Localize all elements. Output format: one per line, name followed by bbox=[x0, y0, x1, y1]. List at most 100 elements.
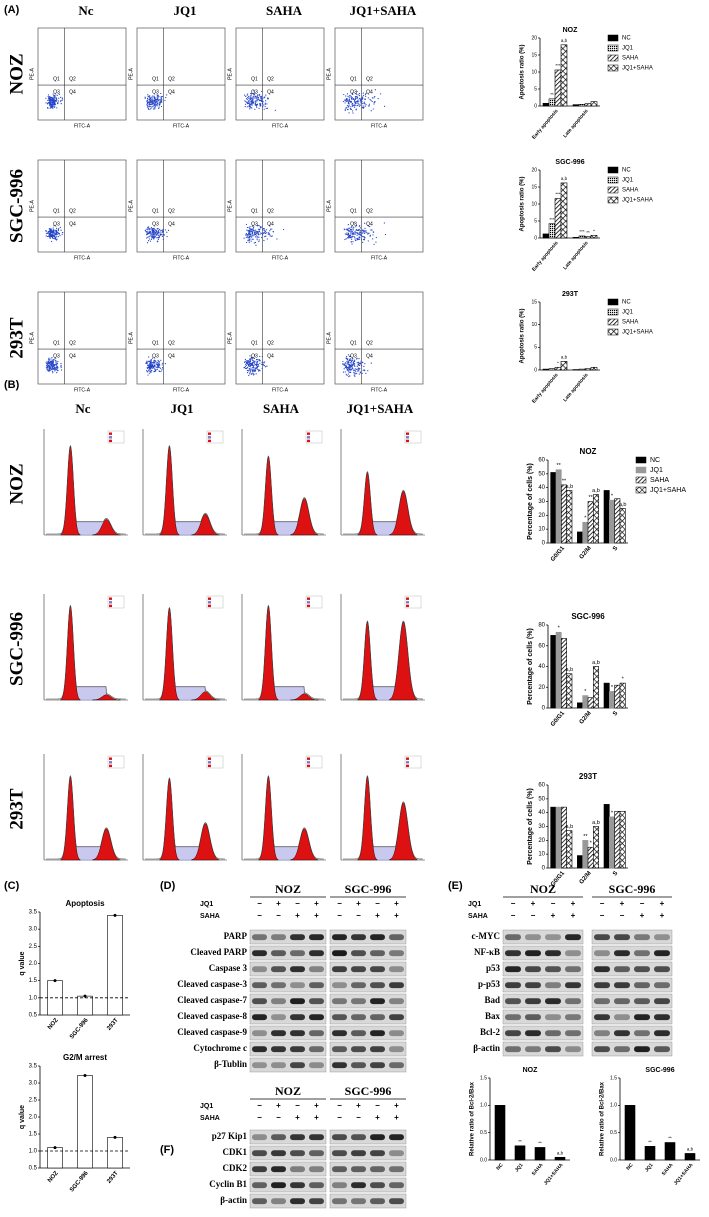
event-dot bbox=[256, 104, 257, 105]
event-dot bbox=[154, 365, 155, 366]
event-dot bbox=[154, 368, 155, 369]
event-dot bbox=[259, 229, 260, 230]
event-dot bbox=[351, 368, 352, 369]
event-dot bbox=[363, 107, 364, 108]
event-dot bbox=[349, 230, 350, 231]
event-dot bbox=[251, 240, 252, 241]
event-dot bbox=[58, 233, 59, 234]
y-tick-label: 0 bbox=[534, 235, 537, 241]
event-dot bbox=[252, 230, 253, 231]
quadrant-label: Q1 bbox=[152, 76, 159, 82]
event-dot bbox=[344, 363, 345, 364]
event-dot bbox=[347, 375, 348, 376]
event-dot bbox=[359, 368, 360, 369]
protein-label: NF-κB bbox=[474, 947, 500, 957]
legend-swatch bbox=[208, 601, 211, 603]
blot-band bbox=[309, 1062, 324, 1068]
event-dot bbox=[251, 236, 252, 237]
event-dot bbox=[161, 106, 162, 107]
significance-label: ** bbox=[518, 1139, 522, 1144]
protein-label: p-p53 bbox=[478, 979, 501, 989]
legend-swatch bbox=[608, 309, 618, 315]
event-dot bbox=[152, 98, 153, 99]
event-dot bbox=[354, 365, 355, 366]
legend-swatch bbox=[406, 758, 409, 760]
event-dot bbox=[247, 372, 248, 373]
event-dot bbox=[354, 100, 355, 101]
blot-band bbox=[634, 982, 650, 988]
event-dot bbox=[154, 103, 155, 104]
quadrant-label: Q4 bbox=[69, 221, 76, 227]
event-dot bbox=[244, 95, 245, 96]
event-dot bbox=[158, 237, 159, 238]
event-dot bbox=[359, 369, 360, 370]
event-dot bbox=[354, 375, 355, 376]
event-dot bbox=[250, 95, 251, 96]
event-dot bbox=[257, 236, 258, 237]
y-tick-label: 1.0 bbox=[480, 1103, 487, 1109]
event-dot bbox=[149, 373, 150, 374]
quadrant-label: Q3 bbox=[53, 353, 60, 359]
event-dot bbox=[346, 238, 347, 239]
legend-swatch bbox=[208, 598, 211, 600]
significance-label: ** bbox=[538, 1141, 542, 1146]
bar bbox=[583, 840, 588, 868]
event-dot bbox=[153, 105, 154, 106]
blot-band bbox=[271, 966, 286, 972]
protein-label: Cytochrome c bbox=[193, 1043, 247, 1053]
blot-band bbox=[332, 1166, 347, 1172]
event-dot bbox=[353, 105, 354, 106]
event-dot bbox=[50, 238, 51, 239]
event-dot bbox=[48, 102, 49, 103]
event-dot bbox=[56, 372, 57, 373]
blot-band bbox=[332, 1030, 347, 1036]
event-dot bbox=[251, 97, 252, 98]
blot-band bbox=[351, 998, 366, 1004]
event-dot bbox=[258, 108, 259, 109]
y-tick-label: 10 bbox=[531, 322, 537, 328]
blot-band bbox=[271, 934, 286, 940]
event-dot bbox=[348, 234, 349, 235]
event-dot bbox=[258, 234, 259, 235]
legend-swatch bbox=[109, 605, 112, 607]
y-axis-label: Apoptosis ratio (%) bbox=[520, 44, 526, 99]
chart-title: NOZ bbox=[580, 447, 597, 456]
event-dot bbox=[56, 232, 57, 233]
protein-label: Bad bbox=[484, 995, 500, 1005]
event-dot bbox=[163, 229, 164, 230]
event-dot bbox=[257, 239, 258, 240]
treatment-sign: − bbox=[375, 1101, 380, 1110]
legend-swatch bbox=[208, 605, 211, 607]
event-dot bbox=[148, 370, 149, 371]
treatment-sign: − bbox=[375, 899, 380, 908]
event-dot bbox=[47, 232, 48, 233]
event-dot bbox=[258, 369, 259, 370]
flow-plot-frame bbox=[137, 292, 225, 384]
treatment-sign: + bbox=[314, 1101, 319, 1110]
blot-band bbox=[332, 1182, 347, 1188]
event-dot bbox=[257, 366, 258, 367]
event-dot bbox=[355, 232, 356, 233]
event-dot bbox=[248, 361, 249, 362]
event-dot bbox=[160, 371, 161, 372]
bar bbox=[549, 224, 555, 238]
event-dot bbox=[162, 368, 163, 369]
bar bbox=[567, 674, 572, 708]
quadrant-label: Q3 bbox=[152, 221, 159, 227]
x-axis-label: FITC-A bbox=[173, 255, 190, 261]
event-dot bbox=[147, 371, 148, 372]
blot-band bbox=[389, 982, 404, 988]
event-dot bbox=[55, 361, 56, 362]
bar bbox=[535, 1147, 545, 1160]
bar bbox=[593, 667, 598, 709]
event-dot bbox=[62, 234, 63, 235]
event-dot bbox=[52, 360, 53, 361]
event-dot bbox=[345, 102, 346, 103]
event-dot bbox=[152, 230, 153, 231]
blot-band bbox=[654, 998, 670, 1004]
event-dot bbox=[375, 101, 376, 102]
blot-band bbox=[370, 934, 385, 940]
event-dot bbox=[247, 236, 248, 237]
event-dot bbox=[380, 93, 381, 94]
quadrant-label: Q4 bbox=[366, 89, 373, 95]
